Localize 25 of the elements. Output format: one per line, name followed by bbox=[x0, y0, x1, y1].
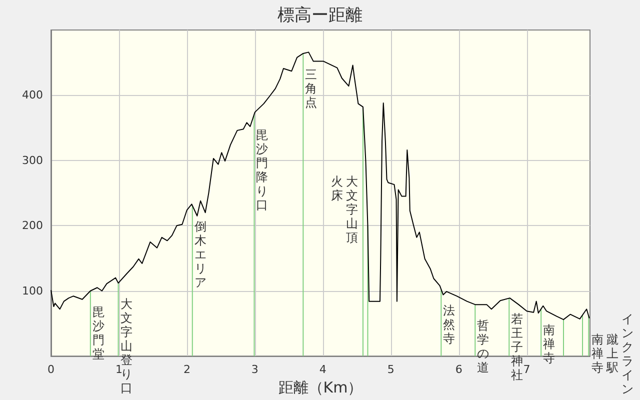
ref-line-label: 蹴上駅 bbox=[606, 332, 619, 374]
ref-line-label: 毘沙門降り口 bbox=[256, 128, 268, 212]
ref-line-label: 倒木エリア bbox=[194, 220, 206, 290]
y-tick-label: 100 bbox=[22, 284, 43, 298]
x-tick-label: 1 bbox=[115, 363, 122, 376]
ref-line-label: 若王子神社 bbox=[511, 312, 524, 382]
y-tick-label: 300 bbox=[22, 154, 43, 167]
x-tick-label: 4 bbox=[319, 363, 326, 376]
ref-line-label: 火床 bbox=[330, 174, 343, 202]
ref-line-label: 三角点 bbox=[305, 67, 318, 110]
x-tick-label: 6 bbox=[455, 363, 462, 376]
ref-line-label: 南禅寺 bbox=[592, 332, 604, 374]
x-tick-label: 0 bbox=[48, 363, 54, 376]
x-axis-title: 距離（Km） bbox=[278, 378, 363, 396]
x-tick-label: 2 bbox=[183, 363, 190, 376]
y-tick-label: 400 bbox=[22, 88, 43, 102]
ref-line-label: 大文字山頂 bbox=[346, 174, 358, 244]
x-tick-label: 5 bbox=[387, 363, 394, 376]
ref-line-label: 法然寺 bbox=[443, 303, 456, 346]
x-tick-label: 7 bbox=[523, 363, 530, 376]
y-tick-label: 200 bbox=[22, 219, 43, 232]
ref-line-label: 大文字山登り口 bbox=[120, 297, 132, 396]
ref-line-label: インクライン bbox=[622, 312, 634, 396]
x-tick-label: 3 bbox=[251, 363, 258, 376]
chart-title: 標高ー距離 bbox=[278, 6, 362, 26]
